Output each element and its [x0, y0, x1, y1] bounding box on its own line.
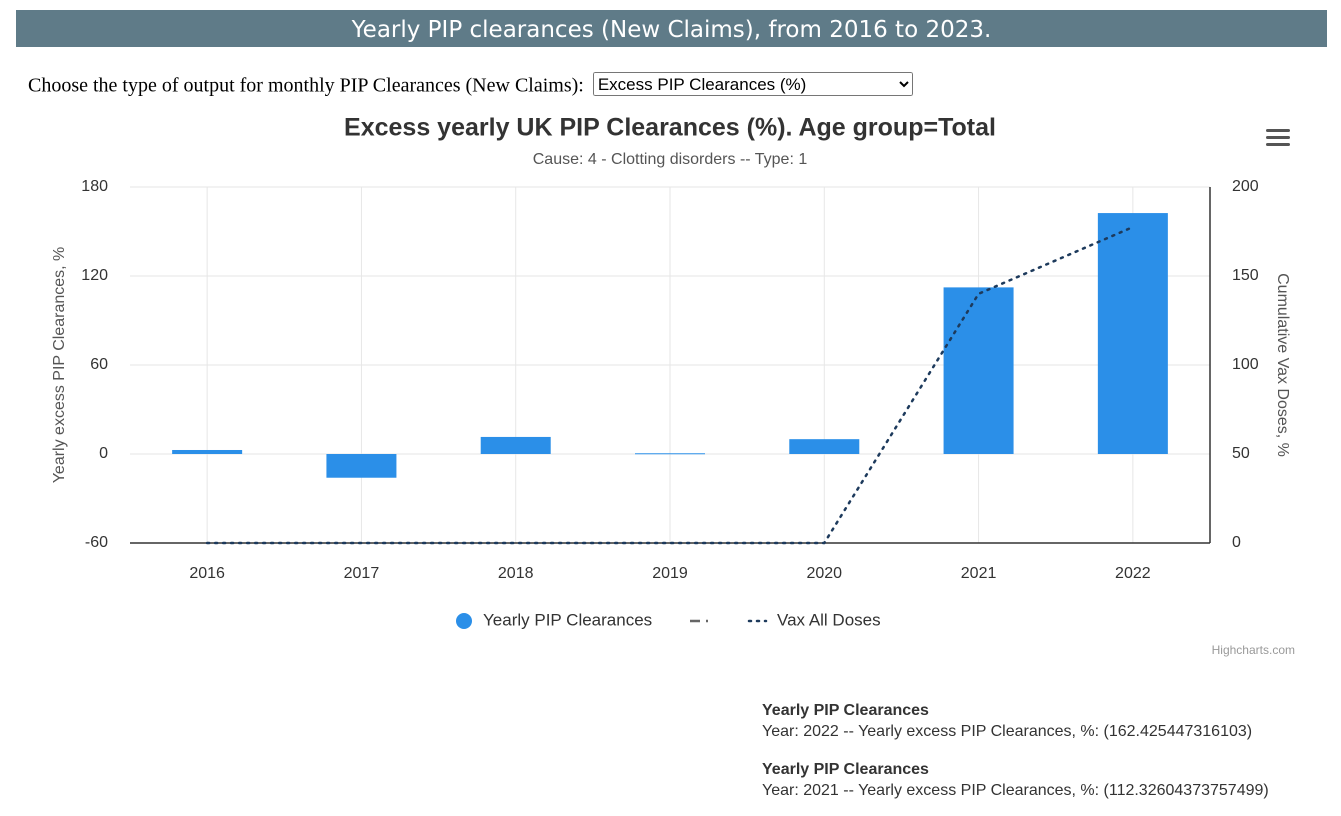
y2-tick-label: 200 — [1232, 178, 1259, 195]
x-tick-label: 2021 — [961, 565, 997, 582]
menu-icon[interactable] — [1266, 129, 1290, 146]
y-tick-label: 60 — [90, 356, 108, 373]
x-tick-label: 2022 — [1115, 565, 1151, 582]
control-row: Choose the type of output for monthly PI… — [28, 72, 913, 98]
line — [205, 225, 1135, 545]
y2-tick-label: 50 — [1232, 445, 1250, 462]
y2-tick-label: 0 — [1232, 534, 1241, 551]
tooltip: Yearly PIP Clearances Year: 2021 -- Yearl… — [762, 759, 1269, 801]
credit[interactable]: Highcharts.com — [1212, 643, 1295, 657]
x-tick-label: 2017 — [344, 565, 380, 582]
tooltip-text: Year: 2021 -- Yearly excess PIP Clearanc… — [762, 782, 1269, 799]
x-tick-label: 2016 — [189, 565, 225, 582]
y-tick-label: 120 — [81, 267, 108, 284]
tooltip-title: Yearly PIP Clearances — [762, 702, 929, 719]
x-tick-label: 2019 — [652, 565, 688, 582]
bar — [326, 454, 397, 478]
header: Yearly PIP clearances (New Claims), from… — [16, 10, 1327, 47]
control-label: Choose the type of output for monthly PI… — [28, 74, 584, 97]
y-tick-label: 0 — [99, 445, 108, 462]
bar — [789, 439, 860, 454]
y-axis-label: Yearly excess PIP Clearances, % — [51, 247, 68, 484]
chart-title: Excess yearly UK PIP Clearances (%). Age… — [344, 114, 996, 142]
legend-label: Yearly PIP Clearances — [483, 610, 652, 629]
y2-tick-label: 100 — [1232, 356, 1259, 373]
x-tick-label: 2020 — [806, 565, 842, 582]
bar — [943, 287, 1014, 454]
tooltip: Yearly PIP Clearances Year: 2022 -- Yearl… — [762, 700, 1252, 742]
x-tick-label: 2018 — [498, 565, 534, 582]
bar — [635, 453, 705, 455]
legend-label: Vax All Doses — [777, 610, 881, 629]
output-select[interactable]: Excess PIP Clearances (%) — [592, 72, 913, 96]
y-tick-label: -60 — [85, 534, 108, 551]
bar — [480, 436, 551, 454]
bar — [172, 449, 243, 454]
legend-symbol — [456, 613, 472, 629]
bar — [1097, 213, 1168, 454]
tooltip-title: Yearly PIP Clearances — [762, 761, 929, 778]
y2-tick-label: 150 — [1232, 267, 1259, 284]
tooltip-text: Year: 2022 -- Yearly excess PIP Clearanc… — [762, 723, 1253, 740]
y-tick-label: 180 — [81, 178, 108, 195]
y2-axis-label: Cumulative Vax Doses, % — [1274, 273, 1291, 457]
chart-subtitle: Cause: 4 - Clotting disorders -- Type: 1 — [533, 151, 808, 168]
